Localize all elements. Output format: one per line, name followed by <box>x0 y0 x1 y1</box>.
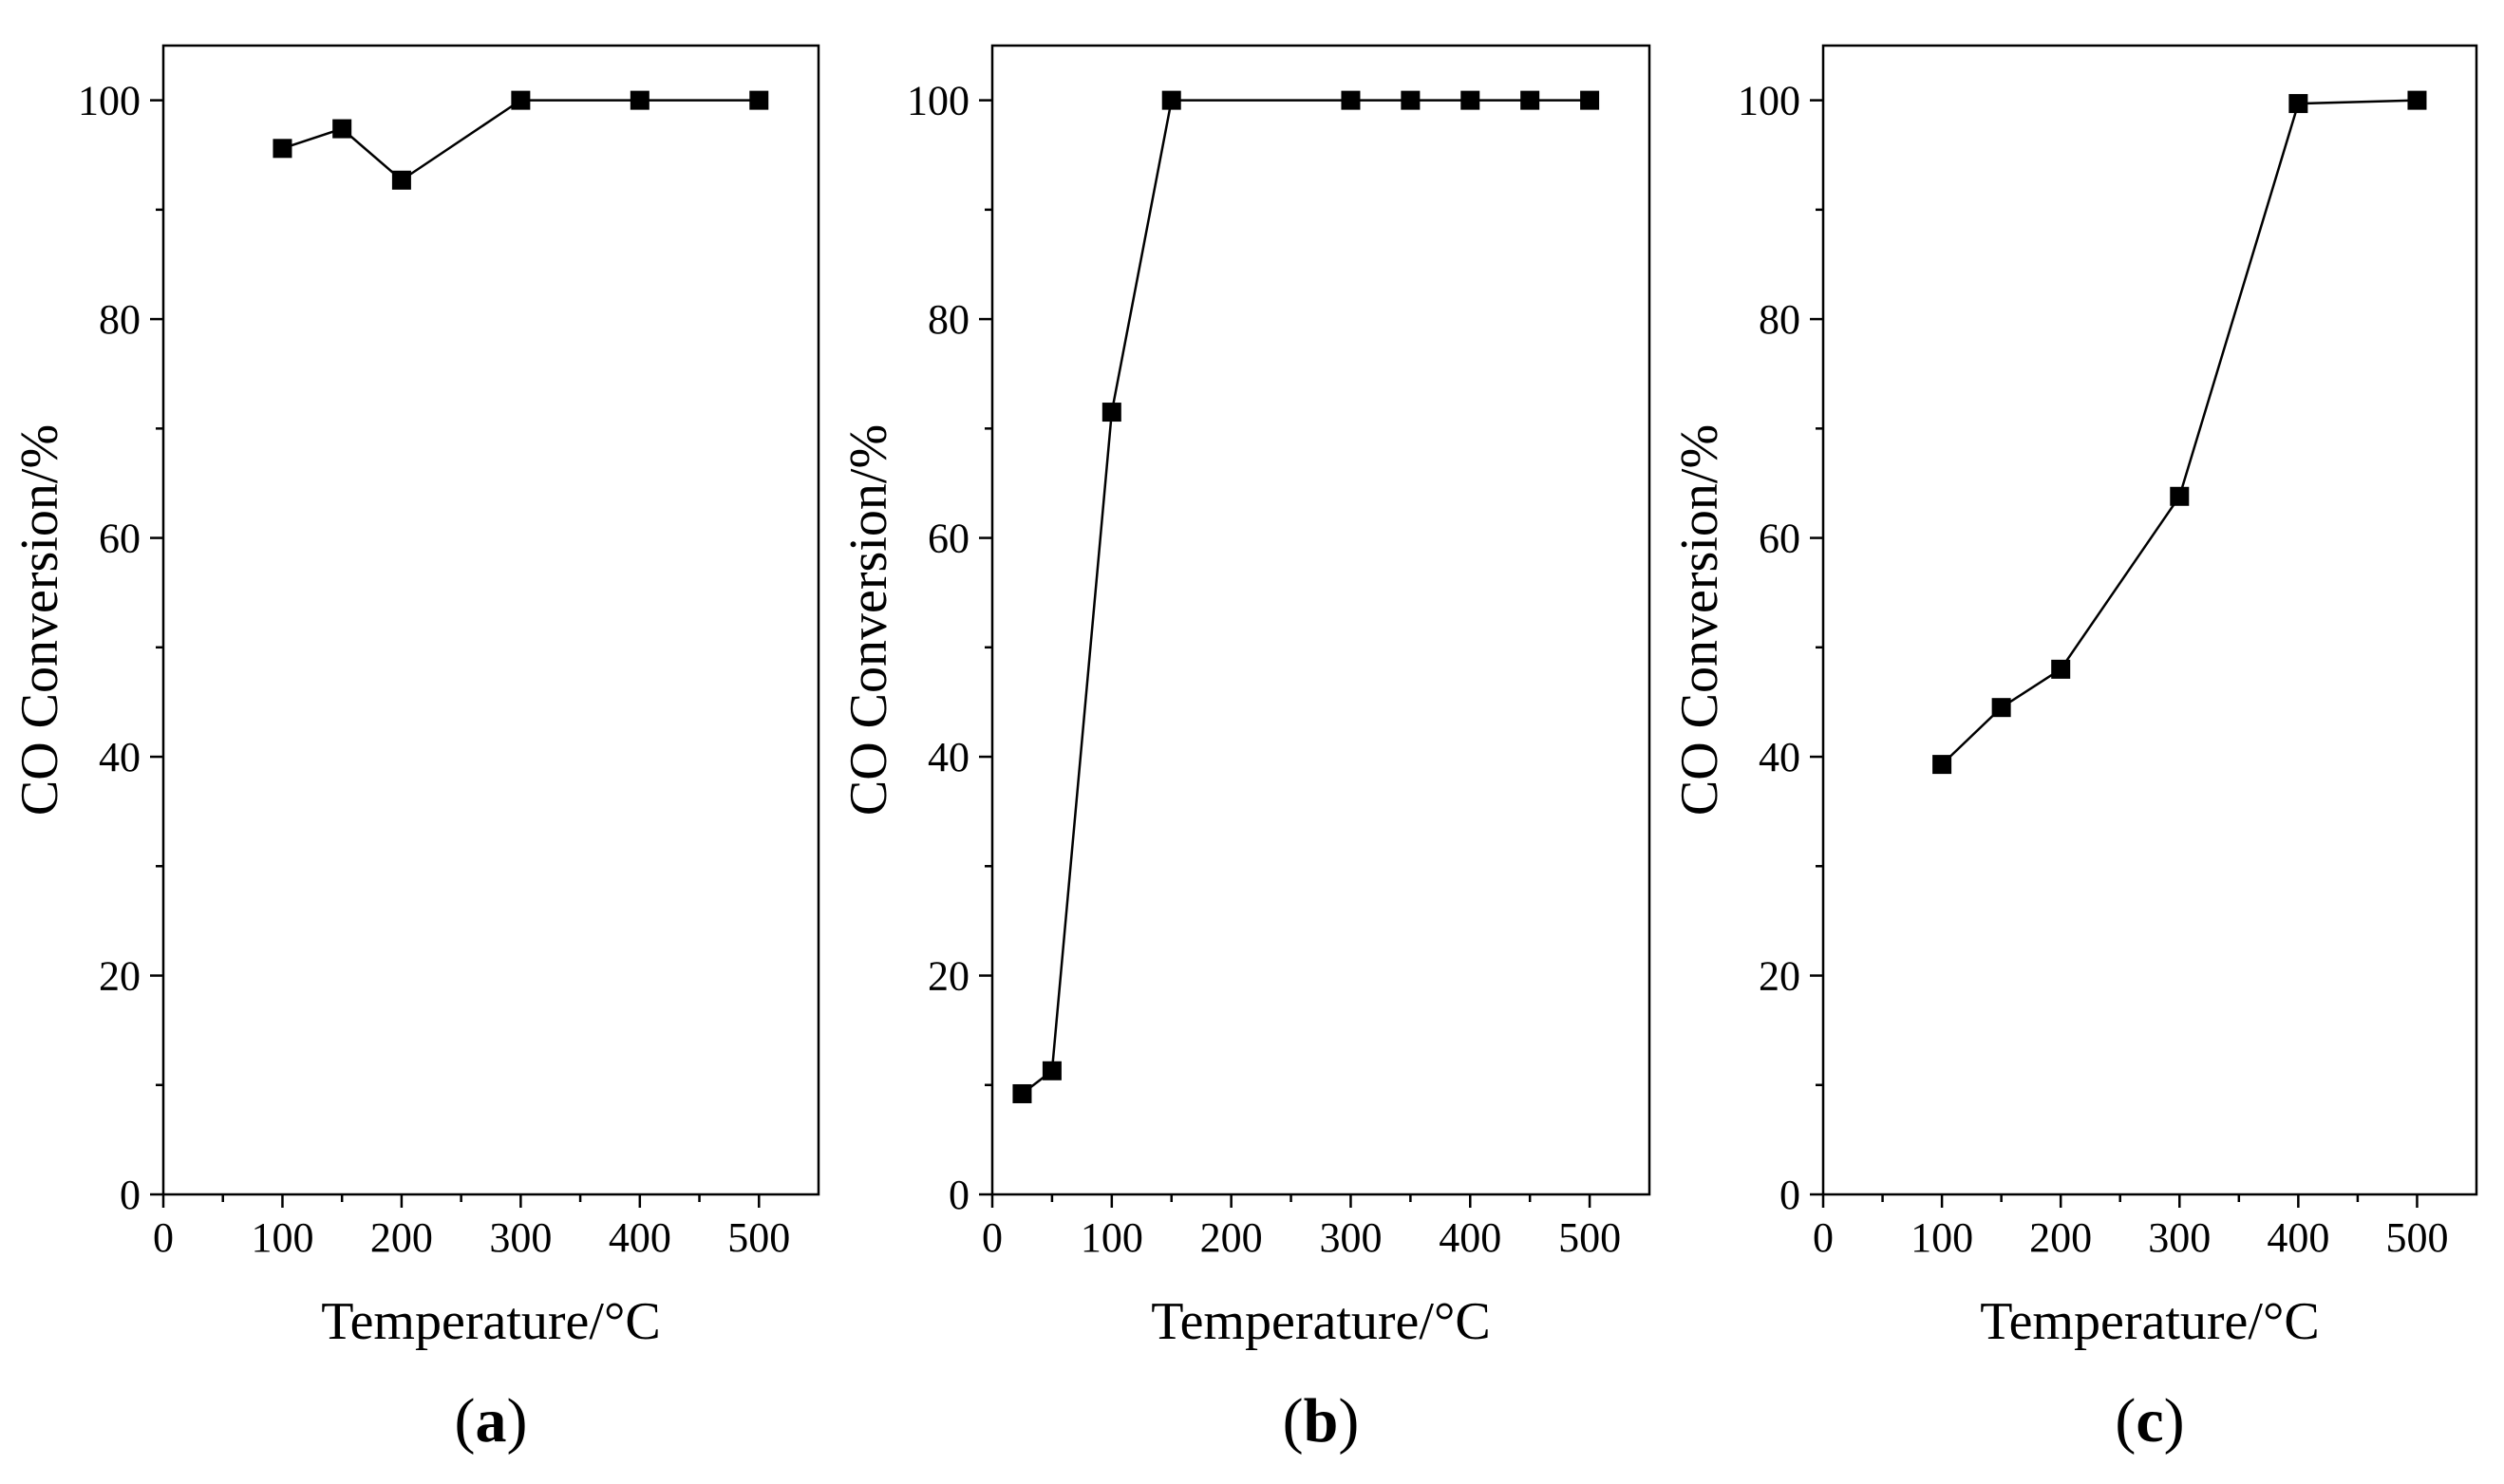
data-point <box>511 90 531 110</box>
y-tick-label: 0 <box>949 1172 970 1218</box>
panel-label: (c) <box>2115 1386 2184 1456</box>
panel-letter: c <box>2136 1386 2163 1456</box>
x-axis-title: Temperature/°C <box>1980 1292 2319 1351</box>
x-tick-label: 100 <box>251 1214 313 1261</box>
data-point <box>1932 755 1952 775</box>
y-tick-label: 40 <box>1759 734 1800 780</box>
x-tick-label: 500 <box>727 1214 790 1261</box>
panel-b: 0 100 200 300 400 500020406080100Temperature/… <box>839 44 1651 1456</box>
y-tick-label: 20 <box>99 953 141 1000</box>
x-tick-label: 300 <box>2148 1214 2211 1261</box>
x-tick-label: 500 <box>1558 1214 1621 1261</box>
y-tick-label: 40 <box>99 734 141 780</box>
data-point <box>2288 94 2308 114</box>
x-tick-label: 0 <box>1813 1214 1834 1261</box>
y-tick-label: 60 <box>928 516 970 562</box>
x-tick-label: 400 <box>2267 1214 2329 1261</box>
panel-a: 0 100 200 300 400 500020406080100Temperature/… <box>10 44 820 1456</box>
data-point <box>1101 403 1121 423</box>
data-point <box>1401 90 1421 110</box>
data-point <box>1520 90 1540 110</box>
y-axis-title: CO Conversion/% <box>10 424 69 816</box>
panel-letter: b <box>1304 1386 1339 1456</box>
panel-letter: a <box>476 1386 507 1456</box>
y-tick-label: 20 <box>928 953 970 1000</box>
x-tick-label: 0 <box>153 1214 174 1261</box>
y-axis-title: CO Conversion/% <box>1670 424 1729 816</box>
data-point <box>2051 659 2071 679</box>
data-point <box>273 139 292 159</box>
data-point <box>1341 90 1361 110</box>
series-line <box>1941 99 2418 766</box>
y-tick-label: 60 <box>1759 516 1800 562</box>
y-tick-label: 0 <box>120 1172 141 1218</box>
y-axis-title: CO Conversion/% <box>839 424 898 816</box>
y-tick-label: 100 <box>78 78 141 124</box>
y-tick-label: 40 <box>928 734 970 780</box>
x-tick-label: 300 <box>1319 1214 1382 1261</box>
series-line <box>282 99 760 182</box>
x-tick-label: 100 <box>1081 1214 1143 1261</box>
x-tick-label: 100 <box>1911 1214 1973 1261</box>
x-tick-label: 500 <box>2385 1214 2448 1261</box>
data-point <box>1580 90 1600 110</box>
x-tick-label: 200 <box>2029 1214 2092 1261</box>
data-point <box>749 90 769 110</box>
data-point <box>391 170 411 190</box>
data-point <box>1161 90 1181 110</box>
y-tick-label: 60 <box>99 516 141 562</box>
data-point <box>1012 1083 1032 1103</box>
plot-frame <box>1821 44 2478 1196</box>
y-tick-label: 80 <box>99 296 141 343</box>
x-tick-label: 300 <box>489 1214 552 1261</box>
data-point <box>332 119 352 139</box>
y-tick-label: 80 <box>928 296 970 343</box>
data-point <box>1991 698 2011 718</box>
panel-label: (b) <box>1283 1386 1360 1456</box>
plot-frame <box>161 44 820 1196</box>
y-tick-label: 100 <box>907 78 970 124</box>
y-tick-label: 0 <box>1779 1172 1800 1218</box>
x-tick-label: 400 <box>609 1214 671 1261</box>
x-tick-label: 400 <box>1439 1214 1501 1261</box>
x-axis-title: Temperature/°C <box>321 1292 660 1351</box>
data-point <box>1042 1061 1062 1080</box>
data-point <box>630 90 650 110</box>
y-tick-label: 80 <box>1759 296 1800 343</box>
x-tick-label: 0 <box>982 1214 1003 1261</box>
plot-frame <box>990 44 1651 1196</box>
series-line <box>1021 99 1591 1095</box>
x-tick-label: 200 <box>370 1214 433 1261</box>
data-point <box>2407 90 2427 110</box>
data-point <box>1460 90 1480 110</box>
y-tick-label: 20 <box>1759 953 1800 1000</box>
data-point <box>2170 486 2190 506</box>
x-tick-label: 200 <box>1200 1214 1263 1261</box>
panel-label: (a) <box>455 1386 528 1456</box>
panel-c: 0 100 200 300 400 500020406080100Temperature/… <box>1670 44 2478 1456</box>
y-tick-label: 100 <box>1738 78 1800 124</box>
x-axis-title: Temperature/°C <box>1151 1292 1490 1351</box>
